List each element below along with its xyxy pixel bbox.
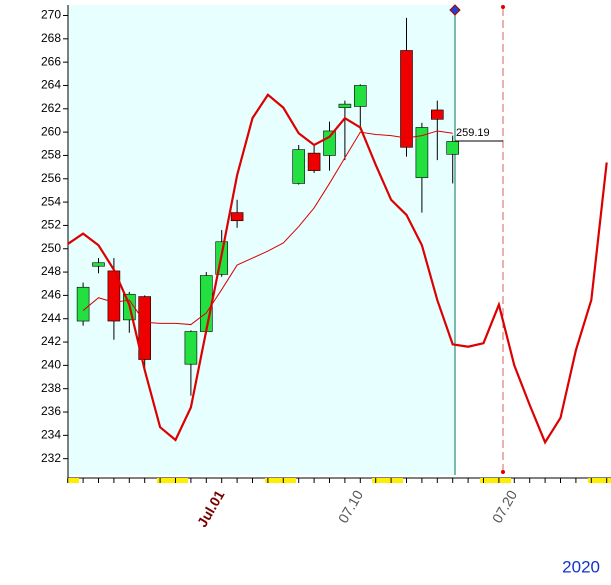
y-tick-label: 238 [41, 381, 61, 395]
y-tick-label: 260 [41, 124, 61, 138]
divider-marker [501, 5, 505, 9]
candle-body [76, 286, 90, 322]
y-tick-label: 254 [41, 194, 61, 208]
weekend-markers [68, 478, 611, 483]
y-tick-label: 270 [41, 8, 61, 22]
y-tick-label: 266 [41, 54, 61, 68]
cursor-marker [449, 4, 461, 16]
line [67, 93, 608, 445]
candle-body [200, 275, 213, 332]
candle-body [184, 331, 198, 365]
y-tick-label: 232 [41, 451, 61, 465]
y-tick-label: 268 [41, 31, 61, 45]
x-tick-label: Jul.01 [194, 487, 228, 530]
candle-body [446, 141, 460, 155]
candle-body [415, 127, 429, 178]
candle-body [430, 109, 444, 120]
y-tick-label: 250 [41, 241, 61, 255]
plot-background [68, 5, 455, 475]
x-tick-label: 07.20 [489, 487, 520, 526]
y-tick-label: 248 [41, 264, 61, 278]
candle-body [338, 103, 352, 108]
divider-marker [501, 470, 505, 474]
y-tick-label: 258 [41, 148, 61, 162]
y-tick-label: 242 [41, 334, 61, 348]
candle-body [353, 85, 367, 107]
y-tick-label: 236 [41, 404, 61, 418]
candle-body [230, 212, 244, 222]
y-tick-label: 234 [41, 428, 61, 442]
line [82, 130, 453, 326]
y-tick-label: 264 [41, 78, 61, 92]
annotation: 259.19 [456, 127, 490, 139]
year-label: 2020 [562, 557, 600, 576]
candle-body [292, 149, 306, 184]
y-tick-label: 240 [41, 358, 61, 372]
y-tick-label: 262 [41, 101, 61, 115]
candle-body [323, 130, 336, 156]
candle-body [138, 296, 151, 360]
candle-body [400, 50, 413, 148]
y-tick-label: 246 [41, 288, 61, 302]
y-tick-label: 256 [41, 171, 61, 185]
y-tick-label: 244 [41, 311, 61, 325]
y-tick-label: 252 [41, 218, 61, 232]
x-tick-label: 07.10 [335, 487, 366, 526]
candle-body [307, 152, 321, 171]
candle-body [92, 262, 105, 267]
